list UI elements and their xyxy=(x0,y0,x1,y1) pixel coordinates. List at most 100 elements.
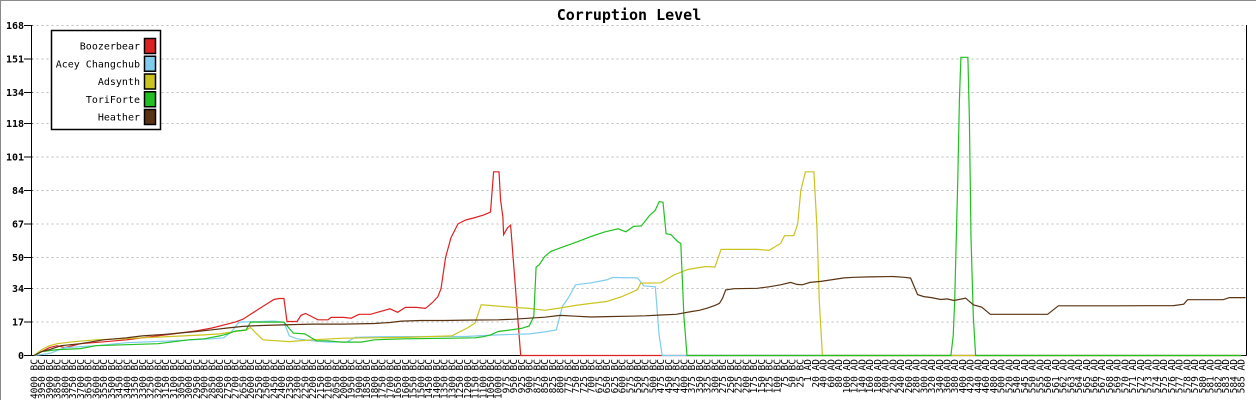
x-tick-label: 1450 BC xyxy=(424,359,435,399)
x-tick-label: 564 AD xyxy=(1074,359,1085,394)
x-tick-label: 2150 BC xyxy=(316,359,327,399)
x-tick-label: 40 AD xyxy=(819,359,830,388)
x-tick-label: 3900 BC xyxy=(45,359,56,399)
legend-swatch-adsynth xyxy=(143,73,157,90)
legend-label-boozerbear: Boozerbear xyxy=(80,42,140,53)
x-tick-label: 2050 BC xyxy=(331,359,342,399)
legend-swatch-heather xyxy=(143,108,157,126)
x-tick-label: 220 AD xyxy=(888,359,899,394)
x-tick-label: 580 AD xyxy=(1198,359,1209,394)
x-tick-label: 582 AD xyxy=(1213,359,1224,394)
x-tick-label: 2000 BC xyxy=(339,359,350,399)
x-tick-label: 1050 BC xyxy=(486,359,497,399)
y-tick-label: 134 xyxy=(6,88,24,99)
x-tick-label: 574 AD xyxy=(1151,359,1162,394)
y-tick-label: 151 xyxy=(6,54,24,65)
x-tick-label: 1 AD xyxy=(803,359,814,382)
x-tick-label: 625 BC xyxy=(610,359,621,393)
x-tick-label: 20 AD xyxy=(811,359,822,388)
x-tick-label: 460 AD xyxy=(981,359,992,394)
legend-swatch-toriforte xyxy=(143,91,157,108)
x-tick-label: 2850 BC xyxy=(207,359,218,399)
x-tick-label: 480 AD xyxy=(989,359,1000,394)
x-tick-label: 555 AD xyxy=(1035,359,1046,394)
x-tick-label: 2250 BC xyxy=(300,359,311,399)
x-tick-label: 925 BC xyxy=(517,359,528,393)
x-tick-label: 3850 BC xyxy=(53,359,64,399)
x-tick-label: 560 AD xyxy=(1043,359,1054,394)
x-tick-label: 750 BC xyxy=(571,359,582,393)
x-tick-label: 80 AD xyxy=(834,359,845,388)
x-tick-label: 650 BC xyxy=(602,359,613,393)
x-tick-label: 3350 BC xyxy=(130,359,141,399)
x-tick-label: 1100 BC xyxy=(478,359,489,399)
x-tick-label: 3750 BC xyxy=(68,359,79,399)
series-lines xyxy=(33,56,1246,357)
x-tick-label: 775 BC xyxy=(563,359,574,393)
x-tick-label: 300 AD xyxy=(919,359,930,394)
x-tick-label: 2400 BC xyxy=(277,359,288,399)
x-tick-label: 550 AD xyxy=(1028,359,1039,394)
x-tick-label: 240 AD xyxy=(896,359,907,394)
x-tick-label: 380 AD xyxy=(950,359,961,394)
y-tick-label: 34 xyxy=(12,284,24,295)
x-tick-label: 3700 BC xyxy=(76,359,87,399)
x-tick-label: 250 BC xyxy=(726,359,737,393)
x-tick-label: 2750 BC xyxy=(223,359,234,399)
x-tick-label: 2500 BC xyxy=(262,359,273,399)
x-tick-label: 340 AD xyxy=(935,359,946,394)
x-tick-label: 569 AD xyxy=(1113,359,1124,394)
x-tick-label: 1350 BC xyxy=(440,359,451,399)
x-tick-label: 577 AD xyxy=(1175,359,1186,394)
x-tick-label: 200 BC xyxy=(741,359,752,393)
x-tick-label: 540 AD xyxy=(1012,359,1023,394)
x-tick-label: 2600 BC xyxy=(246,359,257,399)
x-tick-label: 3050 BC xyxy=(177,359,188,399)
x-tick-label: 1800 BC xyxy=(370,359,381,399)
x-tick-label: 180 AD xyxy=(873,359,884,394)
chart-title: Corruption Level xyxy=(557,6,702,24)
x-tick-label: 2950 BC xyxy=(192,359,203,399)
x-tick-label: 570 AD xyxy=(1120,359,1131,394)
x-tick-label: 1500 BC xyxy=(416,359,427,399)
x-tick-label: 576 AD xyxy=(1167,359,1178,394)
y-tick-label: 67 xyxy=(12,219,24,230)
x-tick-label: 475 BC xyxy=(656,359,667,393)
x-tick-label: 1200 BC xyxy=(463,359,474,399)
x-tick-label: 2100 BC xyxy=(324,359,335,399)
x-tick-label: 3000 BC xyxy=(184,359,195,399)
series-line-toriforte xyxy=(33,56,1241,357)
x-tick-label: 1750 BC xyxy=(378,359,389,399)
x-tick-label: 900 BC xyxy=(525,359,536,393)
x-tick-label: 572 AD xyxy=(1136,359,1147,394)
x-tick-label: 562 AD xyxy=(1059,359,1070,394)
x-tick-label: 850 BC xyxy=(540,359,551,393)
x-tick-label: 600 BC xyxy=(618,359,629,393)
x-tick-label: 1550 BC xyxy=(409,359,420,399)
x-tick-label: 585 AD xyxy=(1237,359,1248,394)
x-tick-label: 350 BC xyxy=(695,359,706,393)
x-tick-label: 3300 BC xyxy=(138,359,149,399)
x-tick-label: 583 AD xyxy=(1221,359,1232,394)
x-tick-label: 2200 BC xyxy=(308,359,319,399)
x-tick-label: 2650 BC xyxy=(238,359,249,399)
x-tick-label: 1950 BC xyxy=(347,359,358,399)
x-tick-label: 568 AD xyxy=(1105,359,1116,394)
x-tick-label: 1850 BC xyxy=(362,359,373,399)
x-tick-label: 100 BC xyxy=(772,359,783,393)
series-line-adsynth xyxy=(33,171,1241,357)
x-tick-label: 700 BC xyxy=(587,359,598,393)
x-tick-label: 2350 BC xyxy=(285,359,296,399)
x-tick-label: 3450 BC xyxy=(115,359,126,399)
x-tick-label: 1300 BC xyxy=(447,359,458,399)
x-tick-label: 3550 BC xyxy=(99,359,110,399)
x-tick-label: 2800 BC xyxy=(215,359,226,399)
x-tick-label: 2300 BC xyxy=(293,359,304,399)
y-tick-label: 101 xyxy=(6,153,24,164)
x-tick-label: 3650 BC xyxy=(84,359,95,399)
x-tick-label: 975 BC xyxy=(501,359,512,393)
x-tick-label: 1900 BC xyxy=(354,359,365,399)
x-tick-label: 225 BC xyxy=(734,359,745,393)
